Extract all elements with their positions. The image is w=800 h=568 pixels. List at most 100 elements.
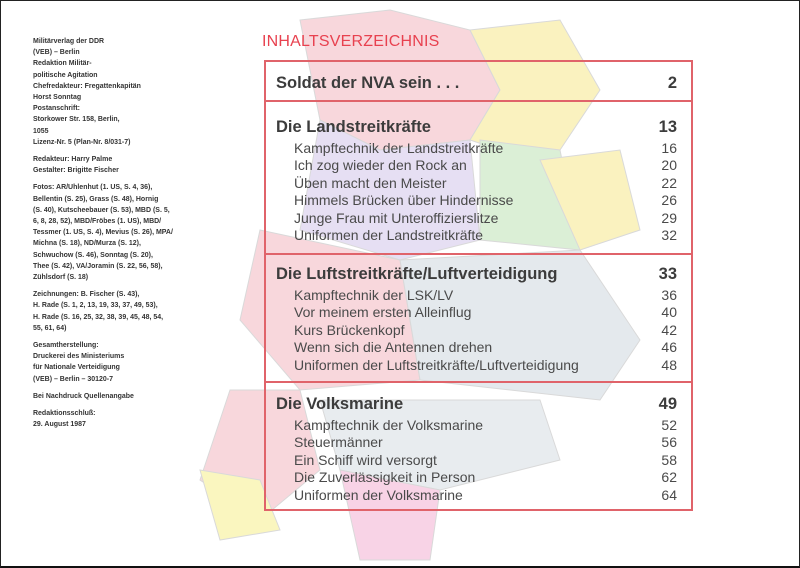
imprint-line: Schwuchow (S. 46), Sonntag (S. 20),: [33, 249, 153, 259]
imprint-line: 6, 8, 28, 52), MBD/Fröbes (1. US), MBD/: [33, 216, 162, 226]
map-region: [199, 469, 281, 541]
imprint-line: für Nationale Verteidigung: [33, 362, 120, 372]
toc-section-heading[interactable]: Die Landstreitkräfte 13: [266, 118, 691, 137]
imprint-line: (VEB) – Berlin: [33, 47, 80, 57]
entry-title: Uniformen der Volksmarine: [294, 486, 463, 503]
imprint-line: Gestalter: Brigitte Fischer: [33, 165, 119, 175]
page-number: 26: [661, 192, 677, 209]
section-title: Soldat der NVA sein . . .: [276, 74, 460, 92]
imprint-line: Zeichnungen: B. Fischer (S. 43),: [33, 289, 140, 299]
imprint-line: (VEB) – Berlin – 30120-7: [33, 373, 113, 383]
imprint-block: Zeichnungen: B. Fischer (S. 43), H. Rade …: [33, 288, 226, 333]
toc-title: INHALTSVERZEICHNIS: [262, 33, 440, 50]
imprint-line: Zühlsdorf (S. 18): [33, 272, 89, 282]
toc-entry[interactable]: Wenn sich die Antennen drehen 46: [266, 339, 691, 356]
toc-entry[interactable]: Ein Schiff wird versorgt 58: [266, 452, 691, 469]
map-region: [319, 399, 561, 491]
entry-title: Kampftechnik der Volksmarine: [294, 417, 484, 433]
toc-entry[interactable]: Die Zuverlässigkeit in Person 62: [266, 469, 691, 486]
page-number: 40: [661, 304, 677, 321]
page-number: 46: [661, 339, 677, 356]
imprint-block: Gesamtherstellung: Druckerei des Minister…: [33, 339, 226, 384]
imprint-line: Horst Sonntag: [33, 92, 82, 102]
imprint-block: Redaktionsschluß: 29. August 1987: [33, 407, 226, 429]
entry-title: Ein Schiff wird versorgt: [294, 451, 437, 468]
entry-title: Ich zog wieder den Rock an: [294, 157, 467, 174]
toc-section-heading[interactable]: Soldat der NVA sein . . . 2: [266, 74, 691, 93]
map-region: [239, 229, 421, 391]
imprint-block: Redakteur: Harry Palme Gestalter: Brigitt…: [33, 153, 226, 175]
toc-entry[interactable]: Kampftechnik der Landstreitkräfte 16: [266, 140, 691, 157]
imprint-line: (S. 40), Kutscheebauer (S. 53), MBD (S. …: [33, 204, 170, 214]
imprint-line: Militärverlag der DDR: [33, 36, 105, 45]
section-title: Die Volksmarine: [276, 395, 404, 413]
imprint-line: 29. August 1987: [33, 419, 86, 429]
imprint-line: Storkower Str. 158, Berlin,: [33, 114, 120, 124]
page-number: 32: [661, 227, 677, 243]
imprint-block: Bei Nachdruck Quellenangabe: [33, 390, 226, 401]
entry-title: Uniformen der Luftstreitkräfte/Luftverte…: [294, 356, 579, 373]
page-number: 64: [661, 486, 677, 503]
map-region: [539, 149, 641, 251]
imprint-line: Druckerei des Ministeriums: [33, 351, 125, 361]
imprint-block: Militärverlag der DDR (VEB) – Berlin Redak…: [33, 35, 226, 147]
entry-title: Steuermänner: [294, 434, 383, 451]
entry-title: Uniformen der Landstreitkräfte: [294, 227, 484, 243]
page-number: 33: [658, 265, 677, 283]
imprint-line: Redakteur: Harry Palme: [33, 154, 113, 164]
imprint-block: Fotos: AR/Uhlenhut (1. US, S. 4, 36), Bel…: [33, 181, 226, 282]
section-title: Die Luftstreitkräfte/Luftverteidigung: [276, 265, 558, 283]
page-number: 48: [661, 356, 677, 373]
imprint-line: H. Rade (S. 16, 25, 32, 38, 39, 45, 48, …: [33, 311, 164, 321]
toc-section-heading[interactable]: Die Luftstreitkräfte/Luftverteidigung 33: [266, 265, 691, 284]
imprint-line: Postanschrift:: [33, 103, 80, 113]
toc-entry[interactable]: Vor meinem ersten Alleinflug 40: [266, 304, 691, 321]
imprint-line: 55, 61, 64): [33, 322, 67, 332]
toc-entry[interactable]: Steuermänner 56: [266, 434, 691, 451]
imprint-column: Militärverlag der DDR (VEB) – Berlin Redak…: [33, 35, 226, 436]
page-number: 29: [661, 209, 677, 226]
page-number: 13: [658, 118, 677, 136]
toc-section: Die Landstreitkräfte 13 Kampftechnik der L…: [264, 100, 693, 255]
imprint-line: Lizenz-Nr. 5 (Plan-Nr. 8/031-7): [33, 136, 131, 146]
imprint-line: Bei Nachdruck Quellenangabe: [33, 390, 134, 400]
entry-title: Himmels Brücken über Hindernisse: [294, 192, 514, 209]
entry-title: Wenn sich die Antennen drehen: [294, 339, 493, 356]
toc-section-heading[interactable]: Die Volksmarine 49: [266, 395, 691, 414]
imprint-line: Redaktion Militär-: [33, 58, 92, 68]
imprint-line: Michna (S. 18), ND/Murza (S. 12),: [33, 238, 141, 248]
toc-entry[interactable]: Junge Frau mit Unteroffizierslitze 29: [266, 210, 691, 227]
toc-entry[interactable]: Üben macht den Meister 22: [266, 175, 691, 192]
entry-title: Kampftechnik der Landstreitkräfte: [294, 140, 504, 156]
entry-title: Kurs Brückenkopf: [294, 321, 405, 338]
toc-section: Die Luftstreitkräfte/Luftverteidigung 33 K…: [264, 253, 693, 383]
page-number: 49: [658, 395, 677, 413]
entry-title: Vor meinem ersten Alleinflug: [294, 304, 472, 321]
page-number: 58: [661, 451, 677, 468]
page-number: 2: [667, 74, 677, 92]
toc-entry[interactable]: Himmels Brücken über Hindernisse 26: [266, 192, 691, 209]
imprint-line: Redaktionsschluß:: [33, 408, 96, 418]
entry-title: Kampftechnik der LSK/LV: [294, 287, 454, 303]
toc-entry[interactable]: Ich zog wieder den Rock an 20: [266, 157, 691, 174]
toc-section: Die Volksmarine 49 Kampftechnik der Volksm…: [264, 381, 693, 511]
imprint-line: Tessmer (1. US, S. 4), Mevius (S. 26), M…: [33, 227, 173, 237]
toc-entry[interactable]: Uniformen der Luftstreitkräfte/Luftverte…: [266, 357, 691, 374]
imprint-line: Gesamtherstellung:: [33, 340, 99, 350]
imprint-line: politische Agitation: [33, 69, 98, 79]
toc-entry[interactable]: Kampftechnik der Volksmarine 52: [266, 417, 691, 434]
entry-title: Üben macht den Meister: [294, 174, 447, 191]
entry-title: Die Zuverlässigkeit in Person: [294, 469, 476, 486]
imprint-line: 1055: [33, 125, 49, 135]
page-number: 42: [661, 321, 677, 338]
toc-entry[interactable]: Kurs Brückenkopf 42: [266, 322, 691, 339]
toc-entry[interactable]: Uniformen der Volksmarine 64: [266, 487, 691, 504]
toc-entry[interactable]: Kampftechnik der LSK/LV 36: [266, 287, 691, 304]
section-title: Die Landstreitkräfte: [276, 118, 431, 136]
page-number: 16: [661, 140, 677, 156]
page-number: 20: [661, 157, 677, 174]
page-number: 22: [661, 174, 677, 191]
toc-entry[interactable]: Uniformen der Landstreitkräfte 32: [266, 227, 691, 244]
imprint-line: Bellentin (S. 25), Grass (S. 48), Hornig: [33, 193, 159, 203]
